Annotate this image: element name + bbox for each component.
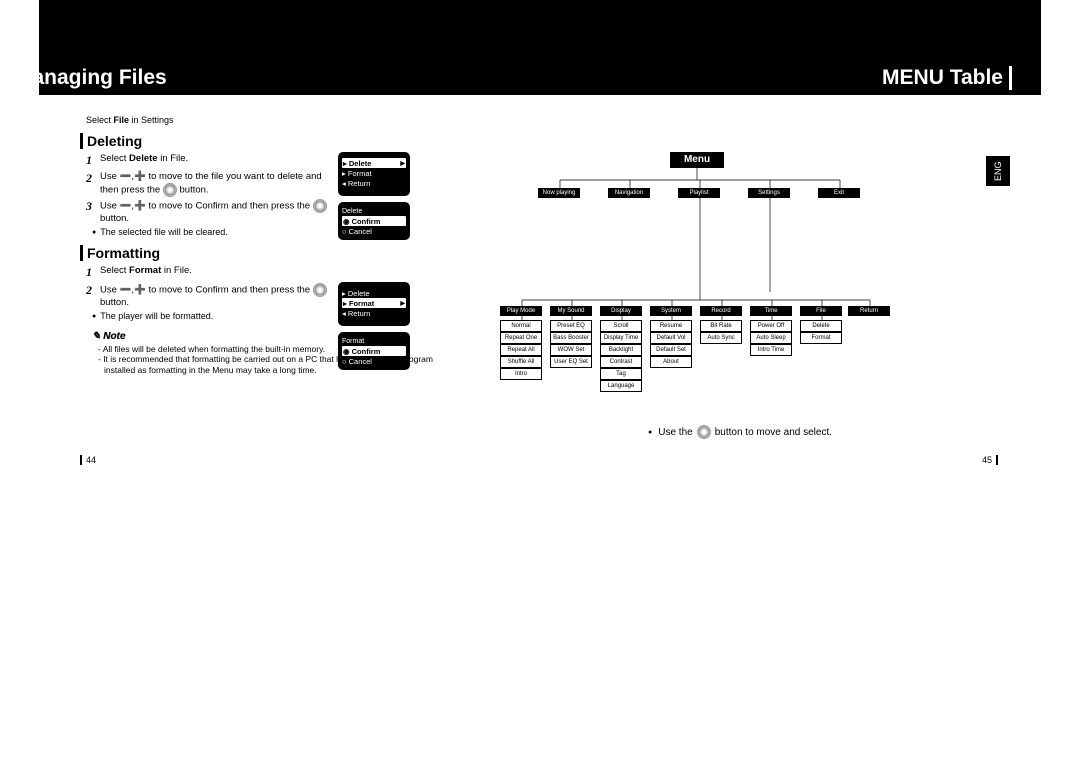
- menu-subitem-box: Normal: [500, 320, 542, 332]
- menu-subitem-box: Default Set: [650, 344, 692, 356]
- step-number: 2: [86, 283, 100, 309]
- menu-l1-navigation: Navigation: [608, 188, 650, 198]
- menu-category-box: System: [650, 306, 692, 316]
- document-spread: Managing Files MENU Table ENG Select Fil…: [0, 0, 1080, 500]
- deleting-heading: Deleting: [80, 133, 440, 149]
- usage-hint: Use the button to move and select.: [648, 425, 832, 439]
- language-tab: ENG: [986, 156, 1010, 186]
- menu-subitem-box: Display Time: [600, 332, 642, 344]
- menu-subitem-box: Preset EQ: [550, 320, 592, 332]
- menu-subitem-box: Shuffle All: [500, 356, 542, 368]
- nav-button-icon: [313, 283, 327, 297]
- page-number-left: 44: [80, 455, 96, 465]
- menu-subitem-box: Intro: [500, 368, 542, 380]
- menu-category-box: Return: [848, 306, 890, 316]
- menu-subitem-box: Power Off: [750, 320, 792, 332]
- menu-category-box: My Sound: [550, 306, 592, 316]
- menu-subitem-box: Contrast: [600, 356, 642, 368]
- menu-category-box: Time: [750, 306, 792, 316]
- menu-subitem-box: Intro Time: [750, 344, 792, 356]
- menu-subitem-box: Default Vol: [650, 332, 692, 344]
- intro-post: in Settings: [129, 115, 174, 125]
- menu-subitem-box: Bass Booster: [550, 332, 592, 344]
- menu-subitem-box: Language: [600, 380, 642, 392]
- step-body: Select Format in File.: [100, 265, 330, 281]
- menu-category-box: Play Mode: [500, 306, 542, 316]
- menu-subitem-box: Bit Rate: [700, 320, 742, 332]
- nav-button-icon: [313, 199, 327, 213]
- menu-l1-exit: Exit: [818, 188, 860, 198]
- menu-subitem-box: Format: [800, 332, 842, 344]
- intro-bold: File: [114, 115, 130, 125]
- menu-subitem-box: About: [650, 356, 692, 368]
- formatting-heading: Formatting: [80, 245, 440, 261]
- menu-subitem-box: Tag: [600, 368, 642, 380]
- menu-l1-nowplaying: Now playing: [538, 188, 580, 198]
- step-number: 2: [86, 171, 100, 197]
- menu-l1-settings: Settings: [748, 188, 790, 198]
- menu-subitem-box: Repeat All: [500, 344, 542, 356]
- menu-subitem-box: WOW Set: [550, 344, 592, 356]
- lcd-delete-menu: ▸ Delete▶ ▸ Format ◂ Return: [338, 152, 410, 196]
- page-number-right: 45: [982, 455, 998, 465]
- menu-subitem-box: Delete: [800, 320, 842, 332]
- menu-subitem-box: Auto Sync: [700, 332, 742, 344]
- lcd-format-menu: ▸ Delete ▸ Format▶ ◂ Return: [338, 282, 410, 326]
- intro-pre: Select: [86, 115, 114, 125]
- step-number: 1: [86, 153, 100, 169]
- menu-root-box: Menu: [670, 152, 724, 168]
- step-number: 1: [86, 265, 100, 281]
- step-number: 3: [86, 199, 100, 225]
- step-body: Use ➖,➕ to move to Confirm and then pres…: [100, 199, 330, 225]
- menu-category-box: Display: [600, 306, 642, 316]
- menu-subitem-box: Auto Sleep: [750, 332, 792, 344]
- intro-line: Select File in Settings: [86, 115, 440, 125]
- menu-l1-playlist: Playlist: [678, 188, 720, 198]
- menu-category-box: Record: [700, 306, 742, 316]
- menu-subitem-box: Scroll: [600, 320, 642, 332]
- menu-category-box: File: [800, 306, 842, 316]
- nav-button-icon: [697, 425, 711, 439]
- formatting-step-1: 1Select Format in File.: [86, 265, 440, 281]
- menu-subitem-box: Resume: [650, 320, 692, 332]
- menu-tree-diagram: Menu Now playing Navigation Playlist Set…: [500, 152, 960, 402]
- nav-button-icon: [163, 183, 177, 197]
- page-title-right: MENU Table: [882, 66, 1012, 90]
- lcd-delete-confirm: Delete ◉ Confirm ○ Cancel: [338, 202, 410, 240]
- step-body: Use ➖,➕ to move to the file you want to …: [100, 171, 330, 197]
- menu-subitem-box: Repeat One: [500, 332, 542, 344]
- lcd-format-confirm: Format ◉ Confirm ○ Cancel: [338, 332, 410, 370]
- menu-subitem-box: Backlight: [600, 344, 642, 356]
- step-body: Use ➖,➕ to move to Confirm and then pres…: [100, 283, 330, 309]
- step-body: Select Delete in File.: [100, 153, 330, 169]
- menu-subitem-box: User EQ Set: [550, 356, 592, 368]
